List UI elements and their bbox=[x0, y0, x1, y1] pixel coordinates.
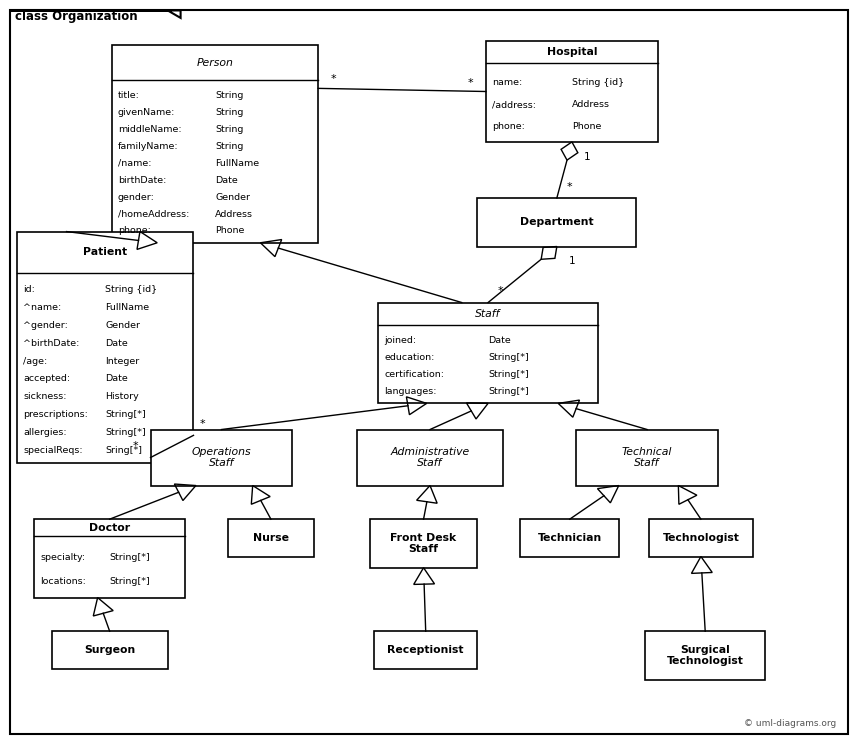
Text: Date: Date bbox=[105, 374, 128, 383]
Bar bbox=[34, 519, 185, 598]
Text: FullName: FullName bbox=[215, 159, 259, 168]
Text: History: History bbox=[105, 392, 139, 401]
Text: ^name:: ^name: bbox=[23, 303, 61, 311]
Text: Patient: Patient bbox=[83, 247, 127, 258]
Bar bbox=[378, 303, 598, 403]
Text: title:: title: bbox=[118, 91, 139, 100]
Text: name:: name: bbox=[492, 78, 522, 87]
Text: String[*]: String[*] bbox=[110, 553, 150, 562]
Bar bbox=[576, 430, 718, 486]
Text: phone:: phone: bbox=[118, 226, 150, 235]
Text: Date: Date bbox=[488, 335, 511, 344]
Text: *: * bbox=[132, 441, 138, 451]
Text: Technical
Staff: Technical Staff bbox=[622, 447, 673, 468]
Text: *: * bbox=[468, 78, 473, 87]
Text: String[*]: String[*] bbox=[488, 353, 529, 362]
Text: Address: Address bbox=[572, 100, 610, 109]
Text: Technologist: Technologist bbox=[662, 533, 740, 543]
Bar bbox=[17, 232, 194, 463]
Text: specialty:: specialty: bbox=[40, 553, 85, 562]
Text: Staff: Staff bbox=[476, 309, 501, 319]
Text: Receptionist: Receptionist bbox=[388, 645, 464, 655]
Text: familyName:: familyName: bbox=[118, 142, 178, 151]
Text: /homeAddress:: /homeAddress: bbox=[118, 209, 189, 219]
Text: accepted:: accepted: bbox=[23, 374, 71, 383]
Text: Surgical
Technologist: Surgical Technologist bbox=[666, 645, 744, 666]
Text: 1: 1 bbox=[584, 152, 591, 162]
Text: sickness:: sickness: bbox=[23, 392, 67, 401]
Polygon shape bbox=[10, 10, 181, 18]
Text: phone:: phone: bbox=[492, 123, 525, 131]
Text: education:: education: bbox=[384, 353, 435, 362]
Text: /address:: /address: bbox=[492, 100, 536, 109]
Text: middleName:: middleName: bbox=[118, 125, 181, 134]
Text: Hospital: Hospital bbox=[547, 47, 597, 58]
Bar bbox=[374, 631, 477, 669]
Bar bbox=[486, 41, 658, 142]
Text: © uml-diagrams.org: © uml-diagrams.org bbox=[744, 719, 836, 728]
Text: Operations
Staff: Operations Staff bbox=[192, 447, 251, 468]
Text: Doctor: Doctor bbox=[89, 523, 130, 533]
Text: String: String bbox=[215, 125, 243, 134]
Text: String[*]: String[*] bbox=[110, 577, 150, 586]
Text: ^gender:: ^gender: bbox=[23, 320, 68, 329]
Text: String: String bbox=[215, 142, 243, 151]
Text: String {id}: String {id} bbox=[105, 285, 157, 294]
Text: Phone: Phone bbox=[215, 226, 244, 235]
Text: joined:: joined: bbox=[384, 335, 416, 344]
Bar bbox=[370, 519, 477, 568]
Text: Surgeon: Surgeon bbox=[84, 645, 135, 655]
Text: FullName: FullName bbox=[105, 303, 150, 311]
Text: Address: Address bbox=[215, 209, 253, 219]
Text: languages:: languages: bbox=[384, 387, 437, 396]
Bar bbox=[112, 45, 318, 243]
Text: allergies:: allergies: bbox=[23, 428, 67, 437]
Text: String: String bbox=[215, 91, 243, 100]
Text: *: * bbox=[200, 419, 205, 429]
Text: Sring[*]: Sring[*] bbox=[105, 446, 143, 455]
Text: /age:: /age: bbox=[23, 356, 47, 365]
Text: Integer: Integer bbox=[105, 356, 139, 365]
Bar bbox=[357, 430, 503, 486]
Text: ^birthDate:: ^birthDate: bbox=[23, 338, 80, 347]
Bar bbox=[228, 519, 314, 557]
Text: Date: Date bbox=[215, 176, 237, 185]
Text: locations:: locations: bbox=[40, 577, 86, 586]
Text: Gender: Gender bbox=[105, 320, 140, 329]
Bar bbox=[52, 631, 168, 669]
Text: String[*]: String[*] bbox=[105, 428, 146, 437]
Text: String {id}: String {id} bbox=[572, 78, 624, 87]
Text: Administrative
Staff: Administrative Staff bbox=[390, 447, 470, 468]
Text: specialReqs:: specialReqs: bbox=[23, 446, 83, 455]
Text: Front Desk
Staff: Front Desk Staff bbox=[390, 533, 457, 554]
Text: String: String bbox=[215, 108, 243, 117]
Text: String[*]: String[*] bbox=[488, 370, 529, 379]
Text: *: * bbox=[331, 75, 336, 84]
Text: *: * bbox=[498, 286, 504, 297]
Text: gender:: gender: bbox=[118, 193, 155, 202]
Text: id:: id: bbox=[23, 285, 35, 294]
Text: Technician: Technician bbox=[538, 533, 602, 543]
Text: birthDate:: birthDate: bbox=[118, 176, 166, 185]
Text: String[*]: String[*] bbox=[488, 387, 529, 396]
Text: Gender: Gender bbox=[215, 193, 250, 202]
Text: 1: 1 bbox=[569, 256, 575, 267]
Text: class Organization: class Organization bbox=[15, 10, 138, 23]
Text: Phone: Phone bbox=[572, 123, 601, 131]
Bar bbox=[477, 198, 636, 247]
Text: Person: Person bbox=[197, 58, 233, 68]
Text: String[*]: String[*] bbox=[105, 410, 146, 419]
Text: prescriptions:: prescriptions: bbox=[23, 410, 88, 419]
Text: givenName:: givenName: bbox=[118, 108, 175, 117]
Text: /name:: /name: bbox=[118, 159, 151, 168]
Text: *: * bbox=[567, 182, 573, 192]
Bar bbox=[645, 631, 765, 680]
Bar bbox=[150, 430, 292, 486]
Text: Date: Date bbox=[105, 338, 128, 347]
Bar bbox=[520, 519, 619, 557]
Text: Department: Department bbox=[520, 217, 593, 227]
Bar bbox=[649, 519, 752, 557]
Text: Nurse: Nurse bbox=[253, 533, 289, 543]
Text: certification:: certification: bbox=[384, 370, 445, 379]
